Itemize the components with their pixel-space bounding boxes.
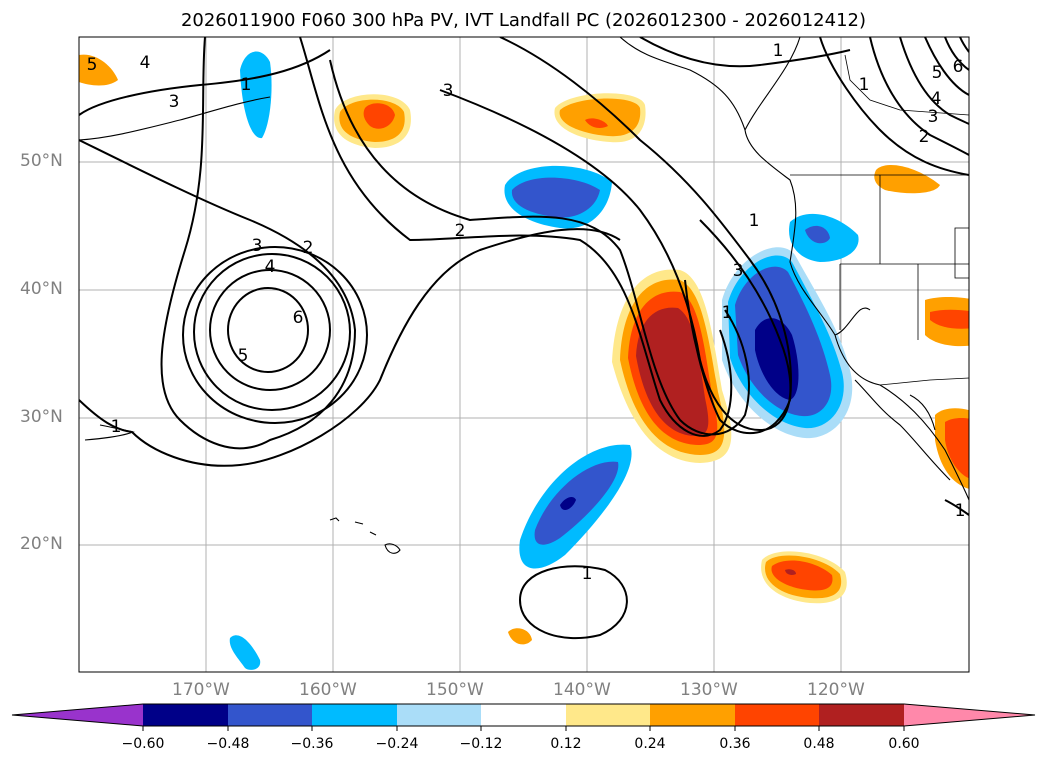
lon-label: 150°W (426, 680, 484, 700)
contour-ne-3 (899, 37, 969, 125)
contour-label: 6 (953, 57, 964, 77)
colorbar (11, 703, 1036, 731)
contour-label: 3 (169, 92, 180, 112)
contour-ne-2 (869, 37, 969, 156)
lon-label: 130°W (680, 680, 738, 700)
contour-label: 4 (140, 53, 151, 73)
contour-label: 6 (293, 308, 304, 328)
colorbar-tick-label: −0.48 (206, 736, 250, 752)
contour-trough-3 (329, 59, 750, 436)
contour-3 (182, 246, 368, 424)
contour-label: 1 (859, 75, 870, 95)
contour-label: 1 (749, 211, 760, 231)
contour-label: 5 (87, 55, 98, 75)
contour-label: 4 (265, 257, 276, 277)
colorbar-tick-label: −0.60 (121, 736, 165, 752)
contour-label: 5 (238, 346, 249, 366)
colorbar-seg (819, 704, 904, 726)
contour-labels: 5 4 3 1 3 1 2 2 3 4 6 5 1 1 1 3 1 2 3 4 … (87, 41, 966, 584)
lon-label: 160°W (299, 680, 357, 700)
contour-4 (193, 253, 351, 411)
contour-label: 1 (111, 417, 122, 437)
colorbar-tick-label: −0.12 (459, 736, 503, 752)
colorbar-seg (735, 704, 819, 726)
colorbar-tick-label: −0.36 (290, 736, 334, 752)
map-frame (78, 36, 970, 673)
lon-label: 170°W (172, 680, 230, 700)
contour-5 (209, 269, 331, 391)
contour-label: 1 (955, 501, 966, 521)
contour-label: 3 (928, 107, 939, 127)
contour-ne-5 (944, 37, 969, 71)
contour-label: 2 (303, 238, 314, 258)
lat-label: 40°N (20, 279, 63, 299)
lat-label: 20°N (20, 534, 63, 554)
contour-2-outer (79, 37, 357, 450)
lat-label: 50°N (20, 151, 63, 171)
contour-1-north (79, 49, 331, 116)
contour-label: 2 (919, 127, 930, 147)
colorbar-seg (566, 704, 650, 726)
colorbar-max-arrow (904, 704, 1035, 726)
lon-label: 140°W (553, 680, 611, 700)
lon-label: 120°W (807, 680, 865, 700)
contour-1-south (518, 565, 628, 640)
colorbar-tick-label: 0.60 (888, 736, 920, 752)
colorbar-tick-label: −0.24 (375, 736, 419, 752)
contour-label: 3 (443, 81, 454, 101)
contour-ne-4 (924, 37, 969, 96)
pv-contours (79, 37, 969, 640)
colorbar-tick-label: 0.36 (719, 736, 751, 752)
contour-label: 3 (733, 261, 744, 281)
colorbar-seg (143, 704, 228, 726)
contour-label: 4 (931, 89, 942, 109)
contour-6 (227, 287, 309, 373)
colorbar-tick-label: 0.12 (550, 736, 582, 752)
contour-label: 3 (252, 236, 263, 256)
map-title: 2026011900 F060 300 hPa PV, IVT Landfall… (180, 10, 867, 31)
borders (790, 54, 969, 386)
contour-trough-4 (299, 37, 733, 437)
colorbar-seg (481, 704, 566, 726)
contour-ne-6 (959, 37, 969, 53)
contour-label: 1 (241, 75, 252, 95)
contour-label: 1 (773, 41, 784, 61)
contour-label: 1 (582, 564, 593, 584)
contour-1-west (79, 228, 621, 467)
coastlines (79, 37, 969, 554)
contour-trough-1 (499, 37, 792, 434)
colorbar-seg (228, 704, 312, 726)
contour-trough-2 (439, 89, 792, 432)
contour-label: 1 (722, 303, 733, 323)
lat-label: 30°N (20, 407, 63, 427)
contour-ne-1 (819, 37, 969, 176)
contour-se-1 (944, 499, 969, 516)
colorbar-tick-label: 0.48 (803, 736, 835, 752)
colorbar-min-arrow (12, 704, 143, 726)
contour-label: 2 (455, 221, 466, 241)
colorbar-seg (397, 704, 481, 726)
colorbar-seg (650, 704, 735, 726)
contour-label: 5 (932, 63, 943, 83)
colorbar-tick-label: 0.24 (634, 736, 666, 752)
colorbar-seg (312, 704, 397, 726)
contour-top (639, 37, 851, 68)
